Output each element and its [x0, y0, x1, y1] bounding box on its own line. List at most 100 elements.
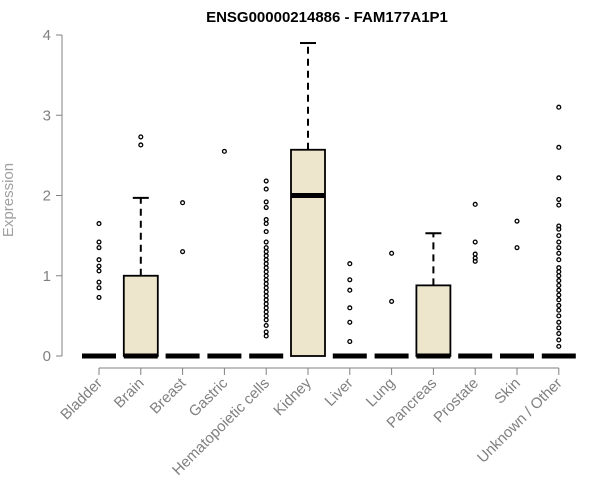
outlier-point [263, 309, 269, 315]
outlier-point [263, 329, 269, 335]
outlier-point [96, 221, 102, 227]
outlier-point [472, 251, 478, 257]
box-group [122, 134, 159, 359]
outlier-point [472, 201, 478, 207]
outlier-point [556, 313, 562, 319]
outlier-point [556, 325, 562, 331]
outlier-point [556, 104, 562, 110]
outlier-point [556, 245, 562, 251]
outlier-point [556, 196, 562, 203]
box [290, 148, 326, 357]
outlier-point [347, 305, 353, 311]
outlier-point [263, 293, 269, 299]
outlier-point [263, 239, 269, 245]
outlier-point [556, 319, 562, 325]
outlier-point [556, 337, 562, 343]
outlier-point [138, 134, 144, 140]
outlier-point [556, 269, 562, 275]
outlier-point [556, 233, 562, 239]
outlier-point [263, 229, 269, 235]
box-group [165, 200, 200, 359]
y-axis-label: Expression [0, 163, 17, 237]
outlier-point [263, 285, 269, 291]
outlier-point [556, 223, 562, 229]
outlier-point [556, 278, 562, 284]
outlier-point [556, 144, 562, 150]
outlier-point [556, 250, 562, 256]
outlier-point [556, 287, 562, 293]
outlier-point [347, 277, 353, 283]
box-group [415, 232, 452, 359]
box-group [207, 148, 242, 359]
outlier-point [263, 249, 269, 255]
y-tick-label: 1 [43, 268, 51, 285]
outlier-point [556, 273, 562, 279]
x-tick-label: Kidney [270, 374, 315, 419]
outlier-point [138, 142, 144, 148]
outlier-point [347, 319, 353, 325]
outlier-point [389, 250, 395, 256]
outlier-point [263, 221, 269, 227]
outlier-point [180, 200, 186, 206]
box-group [290, 42, 326, 357]
outlier-point [556, 292, 562, 298]
box-group [541, 104, 576, 359]
outlier-point [556, 265, 562, 271]
outlier-point [263, 199, 269, 205]
outlier-point [263, 317, 269, 323]
y-tick-label: 3 [43, 107, 51, 124]
outlier-point [263, 204, 269, 211]
x-tick-label: Liver [322, 375, 357, 410]
outlier-point [263, 186, 269, 192]
box-group [374, 250, 409, 359]
outlier-point [556, 307, 562, 313]
x-tick-label: Breast [147, 374, 190, 417]
outlier-point [96, 245, 102, 251]
y-tick-label: 0 [43, 348, 51, 365]
x-tick-label: Brain [111, 375, 148, 412]
outlier-point [556, 239, 562, 245]
outlier-point [347, 261, 353, 267]
plot-area [82, 42, 576, 359]
outlier-point [96, 239, 102, 245]
outlier-point [263, 305, 269, 311]
outlier-point [263, 253, 269, 259]
outlier-point [347, 287, 353, 293]
outlier-point [96, 263, 102, 269]
outlier-point [263, 257, 269, 263]
outlier-point [263, 277, 269, 283]
outlier-point [263, 333, 269, 339]
box [122, 274, 159, 357]
outlier-point [556, 330, 562, 337]
x-tick-label: Prostate [430, 375, 482, 427]
box-group [332, 261, 367, 359]
x-tick-label: Skin [491, 375, 524, 408]
outlier-point [263, 281, 269, 287]
outlier-point [96, 285, 102, 291]
outlier-point [263, 301, 269, 307]
outlier-point [263, 322, 269, 329]
outlier-point [263, 265, 269, 271]
box-group [458, 201, 493, 359]
outlier-point [472, 239, 478, 245]
box-group [500, 218, 534, 359]
outlier-point [96, 294, 102, 300]
outlier-point [263, 178, 269, 184]
outlier-point [556, 202, 562, 208]
outlier-point [96, 257, 102, 263]
outlier-point [347, 339, 353, 345]
outlier-point [263, 289, 269, 295]
outlier-point [556, 297, 562, 303]
outlier-point [556, 343, 562, 349]
outlier-point [263, 297, 269, 303]
outlier-point [556, 175, 562, 181]
outlier-point [180, 249, 186, 255]
outlier-point [514, 218, 520, 224]
outlier-point [389, 298, 395, 304]
box [415, 284, 452, 357]
x-tick-label: Bladder [57, 375, 106, 424]
outlier-point [514, 245, 520, 251]
y-tick-label: 4 [43, 27, 51, 44]
